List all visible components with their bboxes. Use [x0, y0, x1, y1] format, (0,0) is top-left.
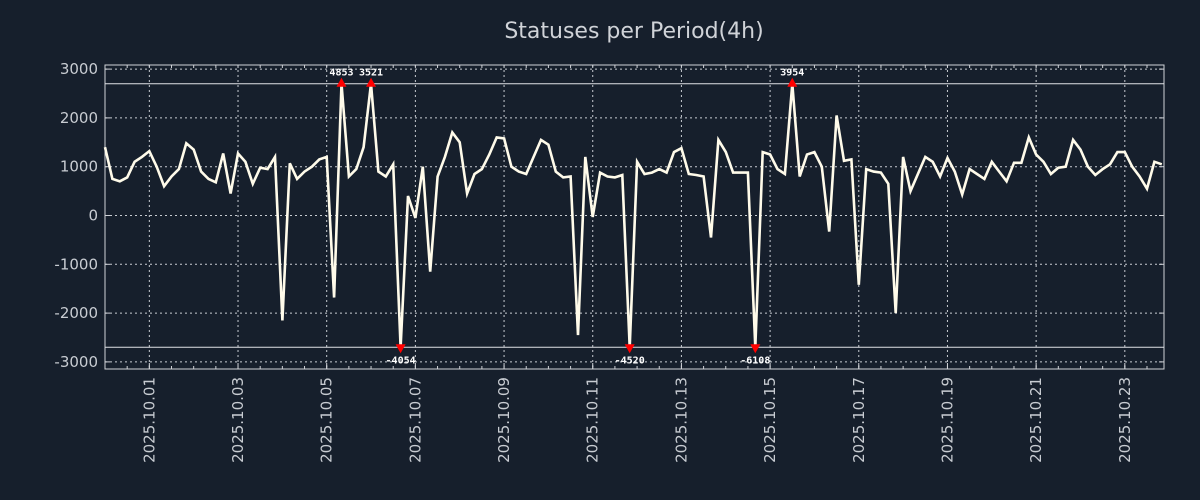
x-tick-label: 2025.10.05	[318, 377, 336, 463]
annotation-label: 3521	[359, 68, 383, 79]
x-tick-label: 2025.10.09	[495, 377, 513, 463]
x-tick-label: 2025.10.11	[584, 377, 602, 463]
x-tick-label: 2025.10.23	[1116, 377, 1134, 463]
y-tick-label: 1000	[60, 158, 98, 176]
annotations: 4853 3521 -4054 -4520 -6108 3954	[329, 68, 804, 367]
x-tick-label: 2025.10.03	[229, 377, 247, 463]
plot-frame	[104, 64, 1165, 370]
x-tick-label: 2025.10.01	[140, 377, 158, 463]
annotation-label: -4054	[386, 355, 416, 366]
y-tick-label: -1000	[54, 255, 98, 273]
series-line	[103, 83, 1163, 348]
max-marker-icon	[336, 77, 347, 87]
x-tick-label: 2025.10.15	[761, 377, 779, 463]
max-marker-icon	[366, 77, 377, 87]
x-axis: 2025.10.01 2025.10.03 2025.10.05 2025.10.07…	[104, 65, 1148, 463]
max-marker-icon	[787, 77, 798, 87]
x-tick-label: 2025.10.21	[1027, 377, 1045, 463]
y-axis: 3000 2000 1000 0 -1000 -2000 -3000	[54, 60, 1164, 371]
x-tick-label: 2025.10.13	[672, 377, 690, 463]
x-tick-label: 2025.10.07	[406, 377, 424, 463]
y-tick-label: 3000	[60, 60, 98, 78]
chart-title: Statuses per Period(4h)	[504, 19, 763, 44]
x-tick-label: 2025.10.19	[938, 377, 956, 463]
annotation-label: -6108	[740, 355, 770, 366]
annotation-label: 3954	[780, 68, 804, 79]
clip-lines	[105, 83, 1164, 348]
y-tick-label: 2000	[60, 109, 98, 127]
min-marker-icon	[750, 344, 761, 354]
y-tick-label: 0	[88, 207, 98, 225]
y-tick-label: -3000	[54, 353, 98, 371]
min-marker-icon	[624, 344, 635, 354]
annotation-label: -4520	[615, 355, 645, 366]
min-marker-icon	[395, 344, 406, 354]
x-tick-label: 2025.10.17	[850, 377, 868, 463]
y-tick-label: -2000	[54, 304, 98, 322]
annotation-label: 4853	[329, 68, 353, 79]
